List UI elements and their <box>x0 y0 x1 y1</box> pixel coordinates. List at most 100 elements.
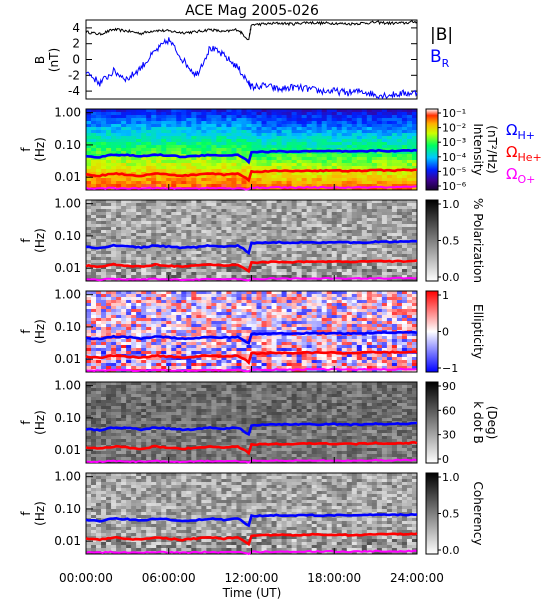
time-tick-label: 06:00:00 <box>142 571 196 585</box>
colorbar-kdotb: 90 60 30 0 k dot B (Deg) <box>425 380 499 466</box>
spectrogram-kdotb-cells <box>86 382 418 464</box>
colorbar-coherency-bar <box>425 472 439 555</box>
spectrogram-coherency-x-ticks <box>85 548 418 554</box>
spectrogram-kdotb: 1.00 0.10 0.01 f (Hz) 90 60 30 0 k dot B (Deg) <box>19 379 499 466</box>
spectrogram-panels: 1.000.100.01f (Hz)10⁻¹10⁻²10⁻³10⁻⁴10⁻⁵10⁻… <box>19 106 499 557</box>
spectrogram-kdotb-yunit: (Hz) <box>33 410 47 435</box>
b-field-yunit: (nT) <box>47 48 61 72</box>
colorbar-polarization-bar <box>425 199 439 282</box>
spectrogram-polarization-ylabel: f <box>19 238 33 243</box>
freq-tick-label: 0.01 <box>54 170 81 184</box>
colorbar-kdotb-label: k dot B <box>471 401 485 443</box>
colorbar-tick-label: 0 <box>442 326 449 339</box>
gyro-line-omega-he <box>85 259 418 274</box>
colorbar-tick-label: 10⁻¹ <box>442 107 466 120</box>
colorbar-tick-label: −1 <box>442 362 458 375</box>
b-field-y-ticks: 4 2 0-2 -4 <box>68 21 417 98</box>
gyro-line-omega-he <box>85 168 417 183</box>
colorbar-intensity-bar <box>425 108 439 191</box>
freq-tick-label: 0.01 <box>54 352 81 366</box>
time-tick-labels: 00:00:00 06:00:00 12:00:00 18:00:00 24:00:00 <box>59 571 444 585</box>
colorbar-ellipticity-bar <box>425 290 439 373</box>
colorbar-ellipticity-label: Ellipticity <box>471 304 485 359</box>
spectrogram-polarization-cells <box>86 200 418 282</box>
colorbar-polarization: 1.0 0.5 0.0 % Polarization <box>425 198 485 284</box>
colorbar-tick-label: 0.0 <box>442 271 460 284</box>
colorbar-tick-label: 10⁻² <box>442 122 466 135</box>
spectrogram-polarization-x-ticks <box>85 275 418 281</box>
freq-tick-label: 0.10 <box>54 502 81 516</box>
gyro-legend: ΩH+ ΩHe+ ΩO+ <box>506 121 542 186</box>
gyro-line-omega-he <box>85 440 418 456</box>
legend-omega-o: ΩO+ <box>506 165 535 186</box>
legend-omega-he-main: Ω <box>506 143 517 161</box>
legend-b-radial: BR <box>430 47 450 70</box>
b-series-line-b-total <box>85 20 418 41</box>
b-field-lines <box>85 20 418 100</box>
spectrogram-intensity-y-ticks: 1.00 0.10 0.01 <box>54 106 93 184</box>
spectrogram-kdotb-y-ticks: 1.00 0.10 0.01 <box>54 379 93 457</box>
spectrogram-intensity: 1.000.100.01f (Hz)10⁻¹10⁻²10⁻³10⁻⁴10⁻⁵10⁻… <box>19 106 499 193</box>
time-axis: 00:00:00 06:00:00 12:00:00 18:00:00 24:00:00… <box>59 571 444 600</box>
spectrogram-coherency-yunit: (Hz) <box>33 501 47 526</box>
colorbar-kdotb-unit: (Deg) <box>485 406 499 440</box>
b-series-line-b-radial <box>85 37 418 100</box>
gyro-line-omega-he <box>85 532 418 547</box>
legend-omega-h-main: Ω <box>506 121 517 139</box>
time-tick-label: 18:00:00 <box>307 571 361 585</box>
spectrogram-coherency-ylabel: f <box>19 511 33 516</box>
time-tick-label: 00:00:00 <box>59 571 113 585</box>
freq-tick-label: 0.01 <box>54 534 81 548</box>
freq-tick-label: 0.10 <box>54 411 81 425</box>
gyro-line-omega-he <box>85 350 418 366</box>
gyro-line-omega-h <box>85 512 418 528</box>
colorbar-tick-label: 10⁻³ <box>442 136 466 149</box>
colorbar-polarization-label: % Polarization <box>471 198 485 283</box>
colorbar-tick-label: 1.0 <box>442 198 460 211</box>
colorbar-tick-label: 0.0 <box>442 544 460 557</box>
spectrogram-coherency-y-ticks: 1.00 0.10 0.01 <box>54 470 93 548</box>
freq-tick-label: 1.00 <box>54 379 81 393</box>
colorbar-tick-label: 60 <box>442 404 456 417</box>
colorbar-coherency-label: Coherency <box>471 481 485 545</box>
colorbar-tick-label: 1.0 <box>442 471 460 484</box>
freq-tick-label: 1.00 <box>54 470 81 484</box>
legend-b-total: |B| <box>430 25 453 45</box>
time-tick-label: 24:00:00 <box>390 571 444 585</box>
spectrogram-kdotb-ylabel: f <box>19 420 33 425</box>
colorbar-intensity-unit: (nT²/Hz) <box>485 125 499 173</box>
spectrogram-ellipticity-ylabel: f <box>19 329 33 334</box>
legend-b-radial-sub: R <box>442 57 450 70</box>
gyro-line-omega-h <box>85 421 417 437</box>
b-field-ytick-label: 2 <box>72 37 80 51</box>
freq-tick-label: 1.00 <box>54 197 81 211</box>
colorbar-tick-label: 90 <box>442 380 456 393</box>
colorbar-tick-label: 0.5 <box>442 235 460 248</box>
colorbar-kdotb-bar <box>425 381 439 464</box>
spectrogram-ellipticity: 1.00 0.10 0.01 f (Hz) 1 0 −1 Ellipticity <box>19 288 485 375</box>
colorbar-tick-label: 10⁻⁶ <box>442 180 467 193</box>
gyro-line-omega-h <box>85 148 418 165</box>
legend-omega-he: ΩHe+ <box>506 143 542 164</box>
time-tick-label: 12:00:00 <box>225 571 279 585</box>
b-field-ylabel-text: B <box>33 56 47 64</box>
colorbar-tick-label: 1 <box>442 289 449 302</box>
spectrogram-kdotb-x-ticks <box>85 457 418 463</box>
legend-omega-h: ΩH+ <box>506 121 535 142</box>
freq-tick-label: 0.01 <box>54 443 81 457</box>
b-field-ytick-label: 4 <box>72 21 80 35</box>
spectrogram-intensity-ylabel: f <box>19 147 33 152</box>
colorbar-tick-label: 30 <box>442 429 456 442</box>
colorbar-intensity: 10⁻¹ 10⁻²10⁻³ 10⁻⁴10⁻⁵ 10⁻⁶ Intensity (nT²/Hz… <box>425 107 499 193</box>
colorbar-coherency: 1.0 0.5 0.0 Coherency <box>425 471 485 557</box>
time-axis-label: Time (UT) <box>222 586 282 600</box>
b-field-panel: 4 2 0-2 -4 B (nT) <box>33 19 418 100</box>
spectrogram-ellipticity-y-ticks: 1.00 0.10 0.01 <box>54 288 93 366</box>
b-field-ytick-label: 0 <box>72 53 80 67</box>
spectrogram-coherency: 1.00 0.10 0.01 f (Hz) 1.0 0.5 0.0 Coherency <box>19 470 485 557</box>
spectrogram-intensity-cells <box>86 109 418 191</box>
spectrogram-polarization-yunit: (Hz) <box>33 228 47 253</box>
spectrogram-polarization: 1.00 0.10 0.01 f (Hz) 1.0 0.5 0.0 % Polarization <box>19 197 485 284</box>
gyro-line-omega-h <box>85 239 417 256</box>
